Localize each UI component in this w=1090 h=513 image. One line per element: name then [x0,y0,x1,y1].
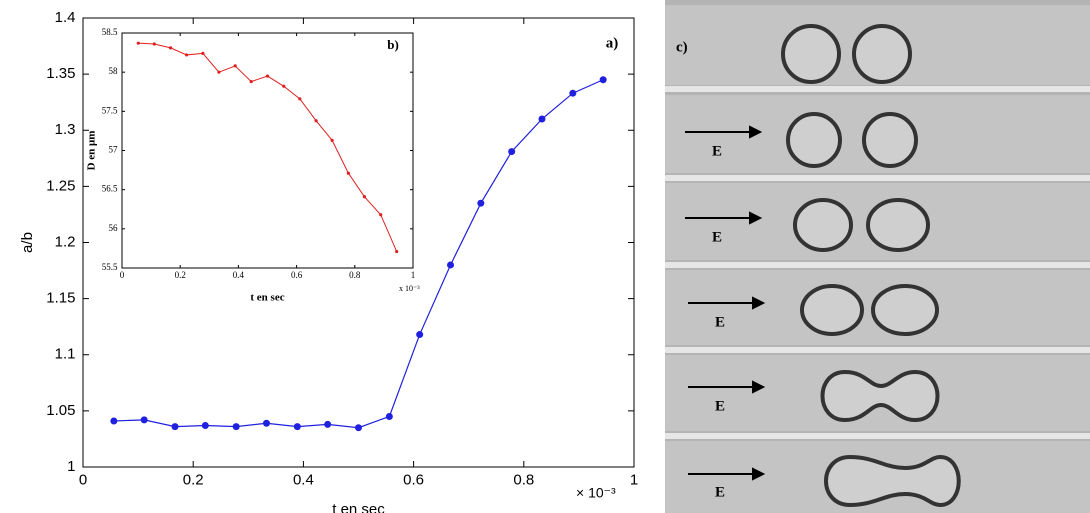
y-tick-label: 56 [109,223,119,233]
data-point [217,70,221,74]
data-point [136,41,140,45]
panel-label: c) [676,39,688,55]
x-tick-label: 0.8 [513,471,534,488]
x-tick-label: 0.4 [233,270,245,280]
data-point [324,420,332,428]
field-label: E [715,398,725,414]
y-tick-label: 58.5 [102,27,118,37]
panel-label: b) [387,37,399,52]
y-tick-label: 56.5 [102,184,118,194]
data-point [298,97,302,101]
y-tick-label: 58 [109,66,119,76]
x-tick-label: 1 [630,471,638,488]
x-multiplier: x 10⁻³ [399,284,420,293]
data-point [185,53,189,57]
channel-walls [665,86,1090,439]
y-tick-label: 1.25 [46,177,75,194]
y-axis-label: D en μm [86,131,98,171]
y-tick-label: 1.05 [46,402,75,419]
data-point [265,74,270,78]
data-point [262,419,270,427]
data-point [232,423,240,431]
field-label: E [712,143,722,159]
data-point [346,171,350,175]
field-arrows [685,125,766,481]
x-tick-label: 0.4 [293,471,314,488]
data-point [385,412,393,420]
x-axis-label: t en sec [332,501,385,513]
data-point [362,195,367,199]
data-point [538,115,546,123]
x-tick-label: 0 [120,270,125,280]
data-point [379,213,383,217]
data-point [110,417,118,425]
data-point [152,42,156,46]
y-tick-label: 1.4 [55,9,76,26]
data-point [599,76,607,84]
y-tick-label: 1.1 [55,346,76,363]
y-tick-label: 1.3 [55,121,76,138]
data-point [416,331,424,339]
x-axis-label: t en sec [250,292,284,304]
data-point [355,424,362,432]
data-point [168,46,173,50]
data-point [314,119,318,123]
y-tick-label: 1.15 [46,290,75,307]
field-label: E [715,314,725,330]
y-tick-label: 57.5 [102,105,118,115]
data-point [447,261,455,269]
data-point [569,89,577,97]
y-tick-label: 1.2 [55,233,76,250]
data-point [293,423,301,431]
panel-label: a) [606,35,619,51]
y-tick-label: 1.35 [46,65,75,82]
field-label: E [712,229,722,245]
data-point [201,51,205,55]
x-tick-label: 0.2 [175,270,186,280]
x-tick-label: 1 [411,270,416,280]
y-tick-label: 55.5 [102,262,118,272]
data-point [249,79,253,84]
x-tick-label: 0.2 [183,471,204,488]
y-axis-label: a/b [19,232,36,253]
photo-panel: c) E E E E E [665,0,1090,513]
data-point [233,64,237,68]
data-point [395,249,399,254]
data-point [330,138,334,142]
y-tick-label: 1 [67,458,75,475]
x-multiplier: × 10⁻³ [576,485,616,501]
plot-frame [121,32,414,269]
x-tick-label: 0.6 [403,471,424,488]
data-point [140,416,148,424]
y-tick-label: 57 [109,145,119,155]
data-point [477,199,485,207]
x-tick-label: 0 [79,471,87,488]
data-point [508,148,516,156]
droplets [781,24,961,508]
data-point [171,423,179,431]
x-tick-label: 0.6 [291,270,303,280]
field-label: E [715,484,725,500]
data-point [282,84,286,88]
x-tick-label: 0.8 [349,270,361,280]
data-point [201,421,209,429]
